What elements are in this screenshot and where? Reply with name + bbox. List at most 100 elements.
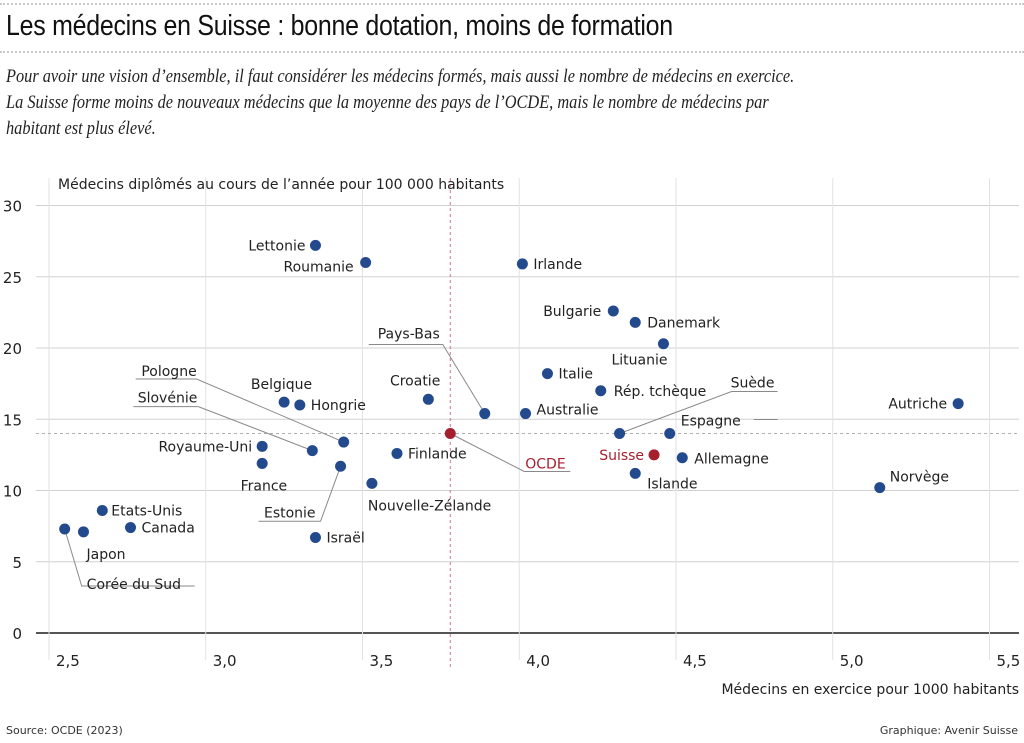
point-nouvelle-zelande (366, 477, 378, 489)
chart-title: Les médecins en Suisse : bonne dotation,… (6, 10, 673, 42)
point-espagne (664, 428, 676, 439)
point-norvege (874, 482, 886, 494)
label-lituanie: Lituanie (611, 353, 667, 369)
x-tick-label: 3,5 (370, 652, 394, 670)
point-israel (309, 532, 321, 544)
point-irlande (516, 258, 528, 270)
axis-ticks: 0 5 10 15 20 25 30 2,5 3,0 3,5 4,0 4,5 5,0 5,5 (3, 198, 1020, 671)
leader-lines (64, 344, 778, 587)
label-coree-du-sud: Corée du Sud (87, 577, 181, 593)
top-rule (0, 3, 1024, 5)
label-irlande: Irlande (533, 257, 582, 273)
point-finlande (391, 447, 403, 459)
label-hongrie: Hongrie (311, 398, 366, 414)
leader-ocde (450, 433, 571, 472)
label-suisse: Suisse (599, 448, 644, 464)
label-allemagne: Allemagne (694, 452, 769, 468)
point-autriche (952, 398, 964, 410)
scatter-chart: Corée du Sud Japon Etats-Unis Canada Royaume… (3, 177, 1020, 698)
point-royaume-uni (256, 440, 268, 452)
point-etats-unis (96, 504, 108, 516)
label-israel: Israël (326, 531, 364, 547)
point-allemagne (676, 452, 688, 464)
y-tick-label: 30 (3, 198, 22, 216)
label-pays-bas: Pays-Bas (378, 327, 440, 343)
leader-pays-bas (368, 344, 486, 414)
label-estonie: Estonie (264, 505, 316, 521)
leader-suede (619, 391, 778, 434)
label-italie: Italie (558, 367, 593, 383)
label-canada: Canada (142, 521, 195, 537)
reference-lines (36, 178, 1019, 670)
subtitle-line: La Suisse forme moins de nouveaux médeci… (6, 92, 769, 113)
y-tick-label: 15 (3, 411, 22, 429)
title-rule (0, 51, 1024, 53)
label-france: France (241, 478, 288, 494)
point-france (256, 457, 268, 469)
point-australie (520, 408, 532, 420)
label-autriche: Autriche (888, 397, 947, 413)
label-espagne: Espagne (681, 414, 741, 430)
credit-note: Graphique: Avenir Suisse (879, 724, 1018, 737)
label-ocde: OCDE (525, 457, 565, 473)
label-etats-unis: Etats-Unis (111, 503, 182, 519)
leader-estonie (258, 466, 342, 522)
y-tick-label: 20 (3, 340, 22, 358)
point-danemark (629, 316, 641, 328)
point-canada (125, 522, 137, 534)
point-labels: Corée du Sud Japon Etats-Unis Canada Royaume… (85, 238, 948, 593)
point-hongrie (294, 399, 306, 411)
label-japon: Japon (85, 547, 125, 563)
y-axis-title: Médecins diplômés au cours de l’année po… (58, 177, 504, 193)
label-islande: Islande (647, 476, 697, 492)
chart-subtitle: Pour avoir une vision d’ensemble, il fau… (6, 64, 995, 142)
leader-slovenie (133, 406, 313, 452)
label-pologne: Pologne (141, 364, 196, 380)
x-tick-label: 4,0 (526, 652, 550, 670)
label-danemark: Danemark (647, 315, 721, 331)
source-note: Source: OCDE (2023) (6, 724, 123, 737)
y-tick-label: 5 (12, 554, 22, 572)
label-roumanie: Roumanie (283, 260, 353, 276)
label-bulgarie: Bulgarie (543, 304, 601, 320)
grid (36, 178, 1019, 660)
point-pologne (338, 436, 350, 448)
label-australie: Australie (537, 403, 599, 419)
point-coree-du-sud (59, 523, 71, 535)
y-tick-label: 0 (12, 625, 22, 643)
x-tick-label: 5,0 (840, 652, 864, 670)
label-royaume-uni: Royaume-Uni (158, 439, 252, 455)
point-croatie (422, 393, 434, 405)
point-suede (614, 428, 626, 439)
label-finlande: Finlande (408, 446, 467, 462)
label-nouvelle-zelande: Nouvelle-Zélande (368, 498, 491, 514)
label-norvege: Norvège (890, 470, 949, 486)
point-estonie (335, 460, 347, 472)
point-suisse (648, 449, 660, 461)
label-croatie: Croatie (390, 373, 440, 389)
point-rep-tcheque (595, 385, 607, 397)
label-rep-tcheque: Rép. tchèque (614, 384, 707, 400)
leader-coree-du-sud (64, 528, 195, 587)
data-points (59, 239, 964, 544)
x-tick-label: 2,5 (56, 652, 80, 670)
point-italie (541, 368, 553, 380)
y-tick-label: 25 (3, 269, 22, 287)
point-ocde (444, 428, 456, 439)
subtitle-line: habitant est plus élevé. (6, 118, 156, 139)
point-slovenie (306, 445, 318, 457)
point-bulgarie (607, 305, 619, 317)
point-lituanie (657, 338, 669, 350)
x-tick-label: 4,5 (683, 652, 707, 670)
x-tick-label: 3,0 (213, 652, 237, 670)
leader-pologne (135, 378, 344, 443)
point-pays-bas (479, 408, 491, 420)
x-axis-title: Médecins en exercice pour 1000 habitants (721, 682, 1019, 698)
label-suede: Suède (731, 376, 775, 392)
label-belgique: Belgique (251, 377, 312, 393)
point-lettonie (309, 239, 321, 251)
x-tick-label: 5,5 (997, 652, 1021, 670)
point-islande (629, 467, 641, 479)
subtitle-line: Pour avoir une vision d’ensemble, il fau… (6, 66, 795, 87)
point-roumanie (360, 257, 372, 268)
